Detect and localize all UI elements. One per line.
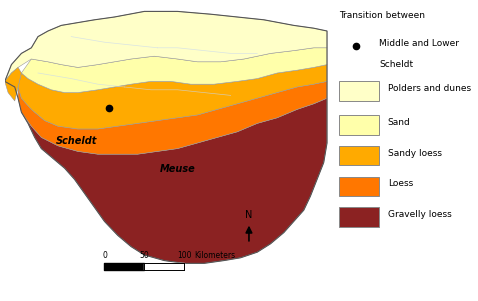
- Polygon shape: [5, 67, 22, 101]
- Polygon shape: [18, 81, 327, 154]
- Text: Loess: Loess: [388, 179, 413, 188]
- Text: Middle and Lower: Middle and Lower: [379, 39, 459, 48]
- Text: Scheldt: Scheldt: [379, 61, 413, 70]
- Text: Sandy loess: Sandy loess: [388, 149, 442, 158]
- Text: 100: 100: [177, 251, 191, 260]
- Text: N: N: [245, 210, 253, 220]
- Text: Sand: Sand: [388, 118, 411, 127]
- Bar: [339, 81, 379, 101]
- Text: Scheldt: Scheldt: [55, 136, 97, 146]
- Bar: [339, 207, 379, 227]
- Polygon shape: [22, 48, 327, 93]
- Text: Kilometers: Kilometers: [194, 251, 235, 260]
- Text: Meuse: Meuse: [160, 164, 196, 174]
- Text: 50: 50: [140, 251, 149, 260]
- Bar: [339, 115, 379, 135]
- Polygon shape: [22, 98, 327, 263]
- Bar: [339, 146, 379, 165]
- Text: Transition between: Transition between: [339, 11, 425, 20]
- Text: Polders and dunes: Polders and dunes: [388, 84, 471, 93]
- Text: 0: 0: [102, 251, 107, 260]
- Text: Gravelly loess: Gravelly loess: [388, 210, 451, 219]
- Bar: [339, 177, 379, 196]
- Polygon shape: [5, 11, 327, 81]
- Polygon shape: [18, 65, 327, 129]
